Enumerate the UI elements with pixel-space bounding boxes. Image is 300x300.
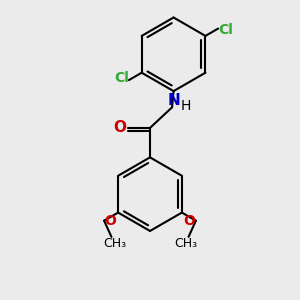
Text: N: N	[167, 93, 180, 108]
Text: CH₃: CH₃	[103, 237, 126, 250]
Text: O: O	[113, 120, 126, 135]
Text: CH₃: CH₃	[174, 237, 197, 250]
Text: Cl: Cl	[219, 23, 234, 37]
Text: O: O	[105, 214, 116, 228]
Text: O: O	[184, 214, 195, 228]
Text: H: H	[181, 99, 191, 113]
Text: Cl: Cl	[114, 71, 129, 85]
